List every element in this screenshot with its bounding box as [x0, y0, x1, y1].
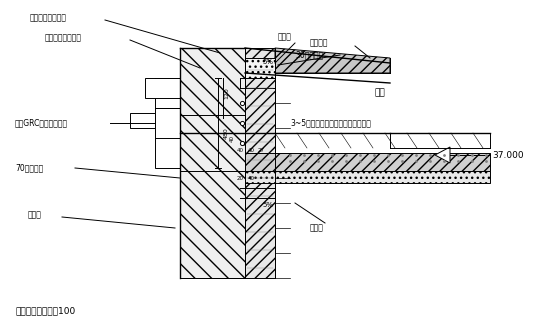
- Text: 27: 27: [258, 149, 265, 154]
- Text: 40: 40: [230, 135, 235, 142]
- Polygon shape: [435, 147, 450, 163]
- Polygon shape: [155, 78, 180, 168]
- Polygon shape: [180, 48, 245, 278]
- Text: 5%: 5%: [262, 202, 273, 208]
- Text: 窗附框: 窗附框: [310, 223, 324, 232]
- Text: 20: 20: [237, 175, 244, 180]
- Polygon shape: [145, 78, 180, 98]
- Text: 窗附框: 窗附框: [278, 33, 292, 42]
- Text: 滴水线: 滴水线: [28, 210, 42, 219]
- Polygon shape: [245, 48, 275, 278]
- Bar: [245, 58, 275, 78]
- Text: 5%: 5%: [262, 59, 273, 65]
- Text: 70厚岩棉板: 70厚岩棉板: [15, 164, 43, 172]
- Polygon shape: [275, 48, 390, 73]
- Text: 装饰檐线轻钢支架: 装饰檐线轻钢支架: [45, 34, 82, 43]
- Polygon shape: [245, 153, 490, 171]
- Polygon shape: [130, 113, 155, 128]
- Text: 120: 120: [224, 87, 229, 99]
- Text: 40: 40: [248, 175, 255, 180]
- Text: 480: 480: [224, 127, 229, 139]
- Text: 37.000: 37.000: [492, 151, 524, 160]
- Text: 附加网格布转角各100: 附加网格布转角各100: [15, 306, 75, 315]
- Text: 岩棉板专用锚固件: 岩棉板专用锚固件: [30, 14, 67, 23]
- Text: 40: 40: [237, 149, 244, 154]
- Text: 成品GRC外墙装饰檐线: 成品GRC外墙装饰檐线: [15, 119, 68, 128]
- Polygon shape: [245, 171, 490, 183]
- Text: 面砖窗台: 面砖窗台: [310, 39, 329, 48]
- Text: 40: 40: [248, 149, 255, 154]
- Text: 3~5厚抹平面层砂浆复合载料网格布: 3~5厚抹平面层砂浆复合载料网格布: [290, 119, 371, 128]
- Text: 30厚聚苯板: 30厚聚苯板: [295, 51, 323, 60]
- Text: 餐厅: 餐厅: [375, 89, 385, 98]
